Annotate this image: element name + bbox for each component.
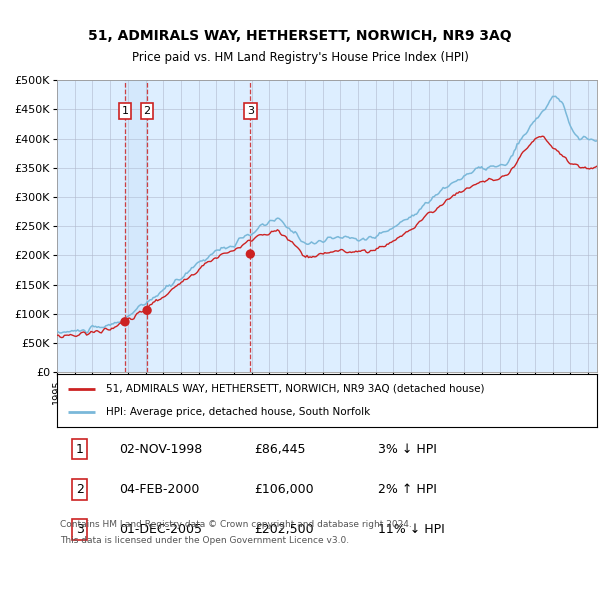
Text: 3: 3 [76,523,83,536]
Text: Price paid vs. HM Land Registry's House Price Index (HPI): Price paid vs. HM Land Registry's House … [131,51,469,64]
Text: £106,000: £106,000 [254,483,314,496]
Text: 2: 2 [76,483,83,496]
Text: 11% ↓ HPI: 11% ↓ HPI [379,523,445,536]
Text: 01-DEC-2005: 01-DEC-2005 [119,523,202,536]
Text: 04-FEB-2000: 04-FEB-2000 [119,483,199,496]
Point [142,306,152,315]
Text: 2% ↑ HPI: 2% ↑ HPI [379,483,437,496]
Text: This data is licensed under the Open Government Licence v3.0.: This data is licensed under the Open Gov… [60,536,349,545]
Bar [125,80,147,372]
Text: HPI: Average price, detached house, South Norfolk: HPI: Average price, detached house, Sout… [106,407,370,417]
Text: Contains HM Land Registry data © Crown copyright and database right 2024.: Contains HM Land Registry data © Crown c… [60,520,412,529]
Text: 1: 1 [121,106,128,116]
Text: 51, ADMIRALS WAY, HETHERSETT, NORWICH, NR9 3AQ: 51, ADMIRALS WAY, HETHERSETT, NORWICH, N… [88,29,512,43]
Text: 02-NOV-1998: 02-NOV-1998 [119,442,202,455]
Text: 1: 1 [76,442,83,455]
Text: 51, ADMIRALS WAY, HETHERSETT, NORWICH, NR9 3AQ (detached house): 51, ADMIRALS WAY, HETHERSETT, NORWICH, N… [106,384,484,394]
Text: £202,500: £202,500 [254,523,314,536]
Text: 2: 2 [143,106,151,116]
Text: 3: 3 [247,106,254,116]
Point [120,317,130,326]
Text: 3% ↓ HPI: 3% ↓ HPI [379,442,437,455]
Text: £86,445: £86,445 [254,442,305,455]
Point [245,250,255,259]
